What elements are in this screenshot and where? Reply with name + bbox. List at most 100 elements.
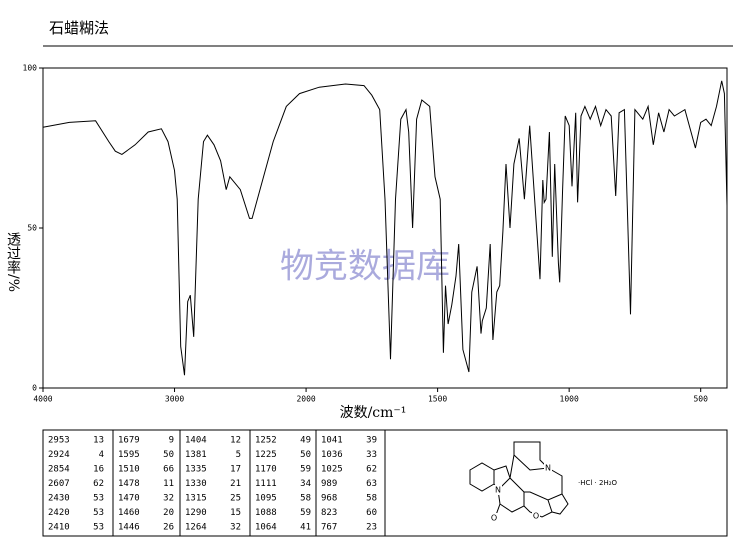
table-value: 21 [230,479,241,489]
table-wavenumber: 2410 [48,523,70,533]
table-value: 5 [236,450,241,460]
table-value: 58 [300,494,311,504]
benzene-ring [469,462,495,492]
table-wavenumber: 1025 [321,465,343,475]
ether-ring [523,499,553,518]
table-value: 53 [93,508,104,518]
lactam-ring [497,477,525,513]
atom-bg [494,485,502,495]
salt-label: ·HCl · 2H₂O [578,479,618,487]
table-value: 59 [300,508,311,518]
table-value: 58 [366,494,377,504]
table-value: 62 [366,465,377,475]
table-value: 66 [163,465,174,475]
table-wavenumber: 767 [321,523,337,533]
table-value: 23 [366,523,377,533]
table-wavenumber: 1170 [255,465,277,475]
y-axis-label: 透过率/% [5,232,21,292]
table-wavenumber: 2430 [48,494,70,504]
table-value: 32 [230,523,241,533]
table-wavenumber: 1679 [118,436,140,446]
table-wavenumber: 1330 [185,479,207,489]
table-value: 60 [366,508,377,518]
table-wavenumber: 823 [321,508,337,518]
y-tick-label: 100 [23,64,38,73]
atom-bg [532,511,540,521]
table-wavenumber: 1478 [118,479,140,489]
allyl [551,493,569,515]
table-value: 34 [300,479,311,489]
table-value: 11 [163,479,174,489]
table-wavenumber: 1095 [255,494,277,504]
piperidine [513,454,563,501]
table-value: 4 [99,450,104,460]
table-wavenumber: 1460 [118,508,140,518]
table-wavenumber: 989 [321,479,337,489]
table-value: 49 [300,436,311,446]
watermark: 物竞数据库 [280,247,450,287]
x-tick-label: 2000 [296,395,315,404]
x-axis-label: 波数/cm⁻¹ [340,405,407,421]
table-value: 41 [300,523,311,533]
table-wavenumber: 1335 [185,465,207,475]
atom-label: N [495,486,501,495]
table-value: 16 [93,465,104,475]
chart-title: 石蜡糊法 [49,19,109,37]
table-wavenumber: 1264 [185,523,207,533]
structure [469,441,569,518]
atom-label: O [533,512,539,521]
table-wavenumber: 1036 [321,450,343,460]
table-wavenumber: 1315 [185,494,207,504]
table-wavenumber: 1041 [321,436,343,446]
table-value: 50 [300,450,311,460]
atom-label: N [545,464,551,473]
table-value: 17 [230,465,241,475]
table-wavenumber: 968 [321,494,337,504]
table-wavenumber: 2854 [48,465,70,475]
bridge [509,441,549,479]
table-wavenumber: 1088 [255,508,277,518]
table-wavenumber: 1404 [185,436,207,446]
table-value: 53 [93,523,104,533]
spectrum-line [42,80,728,376]
x-tick-label: 1500 [428,395,447,404]
x-tick-label: 1000 [560,395,579,404]
table-value: 50 [163,450,174,460]
table-value: 15 [230,508,241,518]
table-value: 12 [230,436,241,446]
y-tick-label: 0 [32,384,37,393]
table-value: 25 [230,494,241,504]
table-value: 59 [300,465,311,475]
x-tick-label: 500 [693,395,708,404]
x-tick-label: 3000 [165,395,184,404]
table-value: 53 [93,494,104,504]
table-wavenumber: 1510 [118,465,140,475]
table-wavenumber: 2607 [48,479,70,489]
table-value: 32 [163,494,174,504]
table-value: 20 [163,508,174,518]
table-wavenumber: 1381 [185,450,207,460]
table-wavenumber: 1252 [255,436,277,446]
table-value: 63 [366,479,377,489]
atom-label: O [491,514,497,523]
table-wavenumber: 1111 [255,479,277,489]
table-wavenumber: 2953 [48,436,70,446]
y-tick-label: 50 [27,224,37,233]
table-wavenumber: 1064 [255,523,277,533]
table-value: 26 [163,523,174,533]
table-wavenumber: 1470 [118,494,140,504]
table-value: 39 [366,436,377,446]
table-wavenumber: 1225 [255,450,277,460]
table-value: 33 [366,450,377,460]
atom-bg [544,463,552,473]
table-value: 62 [93,479,104,489]
atom-bg [490,513,498,523]
table-wavenumber: 1595 [118,450,140,460]
x-tick-label: 4000 [33,395,52,404]
table-value: 9 [169,436,174,446]
table-wavenumber: 1446 [118,523,140,533]
table-value: 13 [93,436,104,446]
table-wavenumber: 2924 [48,450,70,460]
table-wavenumber: 2420 [48,508,70,518]
